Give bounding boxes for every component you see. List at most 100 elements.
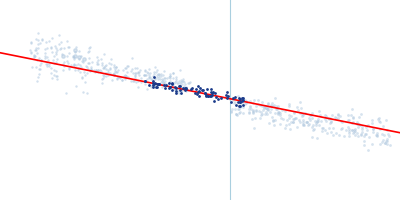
- Point: [176, 84, 183, 87]
- Point: [110, 72, 117, 76]
- Point: [258, 113, 265, 117]
- Point: [194, 92, 200, 95]
- Point: [47, 46, 54, 49]
- Point: [151, 84, 158, 88]
- Point: [257, 104, 263, 107]
- Point: [144, 71, 150, 74]
- Point: [99, 82, 105, 85]
- Point: [193, 87, 199, 90]
- Point: [124, 65, 130, 68]
- Point: [27, 48, 34, 51]
- Point: [154, 85, 160, 88]
- Point: [70, 55, 76, 58]
- Point: [146, 75, 152, 78]
- Point: [235, 94, 242, 98]
- Point: [260, 108, 266, 111]
- Point: [94, 70, 101, 73]
- Point: [228, 110, 234, 113]
- Point: [110, 73, 116, 76]
- Point: [299, 115, 305, 118]
- Point: [276, 111, 282, 114]
- Point: [166, 76, 172, 79]
- Point: [180, 79, 186, 82]
- Point: [354, 122, 360, 125]
- Point: [158, 75, 164, 78]
- Point: [142, 73, 149, 76]
- Point: [76, 58, 82, 61]
- Point: [53, 47, 60, 50]
- Point: [350, 120, 356, 123]
- Point: [100, 66, 106, 70]
- Point: [169, 82, 175, 85]
- Point: [79, 75, 86, 79]
- Point: [68, 63, 74, 66]
- Point: [95, 59, 101, 62]
- Point: [300, 122, 306, 126]
- Point: [113, 65, 119, 69]
- Point: [75, 68, 81, 71]
- Point: [82, 73, 88, 77]
- Point: [307, 118, 313, 121]
- Point: [173, 89, 179, 93]
- Point: [237, 105, 243, 108]
- Point: [262, 107, 269, 110]
- Point: [73, 45, 80, 48]
- Point: [169, 88, 176, 91]
- Point: [187, 80, 193, 83]
- Point: [186, 82, 192, 85]
- Point: [382, 141, 388, 144]
- Point: [170, 82, 176, 85]
- Point: [322, 113, 328, 117]
- Point: [148, 86, 154, 89]
- Point: [79, 77, 85, 80]
- Point: [286, 102, 292, 105]
- Point: [181, 84, 188, 87]
- Point: [352, 129, 358, 132]
- Point: [368, 122, 375, 125]
- Point: [358, 133, 364, 136]
- Point: [114, 77, 120, 80]
- Point: [155, 78, 161, 81]
- Point: [267, 110, 274, 114]
- Point: [35, 32, 42, 35]
- Point: [244, 100, 250, 103]
- Point: [346, 131, 352, 135]
- Point: [46, 64, 52, 68]
- Point: [237, 100, 244, 104]
- Point: [286, 116, 292, 119]
- Point: [63, 92, 69, 95]
- Point: [299, 112, 306, 115]
- Point: [211, 99, 218, 102]
- Point: [160, 81, 167, 85]
- Point: [386, 135, 392, 138]
- Point: [315, 119, 322, 122]
- Point: [302, 111, 308, 115]
- Point: [101, 66, 107, 69]
- Point: [155, 83, 161, 86]
- Point: [149, 84, 155, 87]
- Point: [54, 58, 60, 61]
- Point: [170, 72, 176, 75]
- Point: [370, 128, 376, 131]
- Point: [177, 68, 183, 71]
- Point: [50, 62, 57, 65]
- Point: [71, 64, 78, 67]
- Point: [152, 86, 159, 89]
- Point: [48, 66, 54, 70]
- Point: [104, 70, 111, 73]
- Point: [194, 90, 201, 94]
- Point: [73, 85, 79, 88]
- Point: [142, 74, 148, 77]
- Point: [306, 122, 312, 125]
- Point: [238, 102, 244, 105]
- Point: [162, 79, 168, 82]
- Point: [323, 120, 329, 123]
- Point: [130, 79, 136, 82]
- Point: [339, 126, 345, 130]
- Point: [207, 95, 213, 98]
- Point: [250, 111, 256, 114]
- Point: [171, 81, 177, 84]
- Point: [28, 41, 34, 45]
- Point: [166, 81, 172, 85]
- Point: [28, 40, 34, 44]
